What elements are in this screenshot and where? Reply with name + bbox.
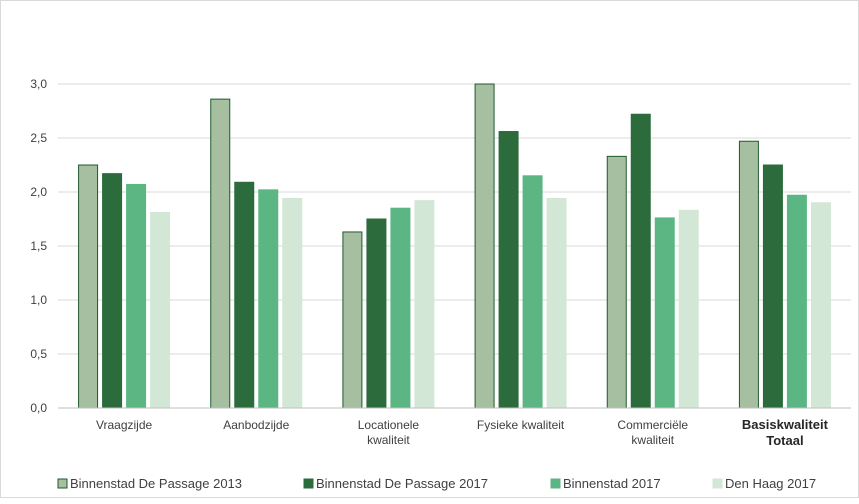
bar — [414, 200, 435, 409]
legend-label: Binnenstad 2017 — [563, 476, 661, 491]
y-tick-label: 1,5 — [30, 239, 47, 253]
bar — [546, 197, 567, 409]
bar — [366, 218, 387, 409]
legend-label: Den Haag 2017 — [725, 476, 816, 491]
bar — [342, 231, 363, 409]
category-label: kwaliteit — [367, 433, 410, 447]
bar — [738, 140, 759, 409]
category-label: Totaal — [766, 433, 803, 448]
y-tick-label: 3,0 — [30, 77, 47, 91]
bar — [282, 197, 303, 409]
category-label: Commerciële — [617, 418, 688, 432]
y-tick-label: 0,0 — [30, 401, 47, 415]
bar — [474, 83, 495, 409]
gridlines — [58, 83, 851, 355]
bar — [390, 207, 411, 409]
y-axis-tick-labels: 0,0 0,5 1,0 1,5 2,0 2,5 3,0 — [30, 77, 47, 415]
y-tick-label: 2,0 — [30, 185, 47, 199]
category-labels: Vraagzijde Aanbodzijde Locationelekwalitei… — [96, 417, 829, 448]
category-label: Basiskwaliteit — [742, 417, 829, 432]
y-tick-label: 2,5 — [30, 131, 47, 145]
bar — [102, 173, 123, 409]
bar — [654, 217, 675, 409]
bars — [78, 83, 831, 409]
bar — [498, 131, 519, 409]
bar — [522, 175, 543, 409]
bar — [258, 189, 279, 409]
legend-label: Binnenstad De Passage 2017 — [316, 476, 488, 491]
legend: Binnenstad De Passage 2013 Binnenstad De … — [57, 476, 816, 491]
legend-swatch — [712, 478, 723, 489]
bar — [606, 155, 627, 409]
category-label: Locationele — [358, 418, 420, 432]
bar — [150, 212, 171, 409]
category-label: kwaliteit — [631, 433, 674, 447]
category-label: Fysieke kwaliteit — [477, 418, 565, 432]
bar — [762, 164, 783, 409]
bar — [786, 194, 807, 409]
legend-swatch — [57, 478, 68, 489]
bar — [630, 113, 651, 409]
bar — [234, 181, 255, 409]
y-tick-label: 0,5 — [30, 347, 47, 361]
bar — [78, 164, 99, 409]
category-label: Aanbodzijde — [223, 418, 289, 432]
bar — [210, 98, 231, 409]
bar — [126, 183, 147, 409]
y-tick-label: 1,0 — [30, 293, 47, 307]
legend-swatch — [550, 478, 561, 489]
legend-label: Binnenstad De Passage 2013 — [70, 476, 242, 491]
bar — [678, 209, 699, 409]
bar — [810, 202, 831, 409]
category-label: Vraagzijde — [96, 418, 153, 432]
legend-swatch — [303, 478, 314, 489]
